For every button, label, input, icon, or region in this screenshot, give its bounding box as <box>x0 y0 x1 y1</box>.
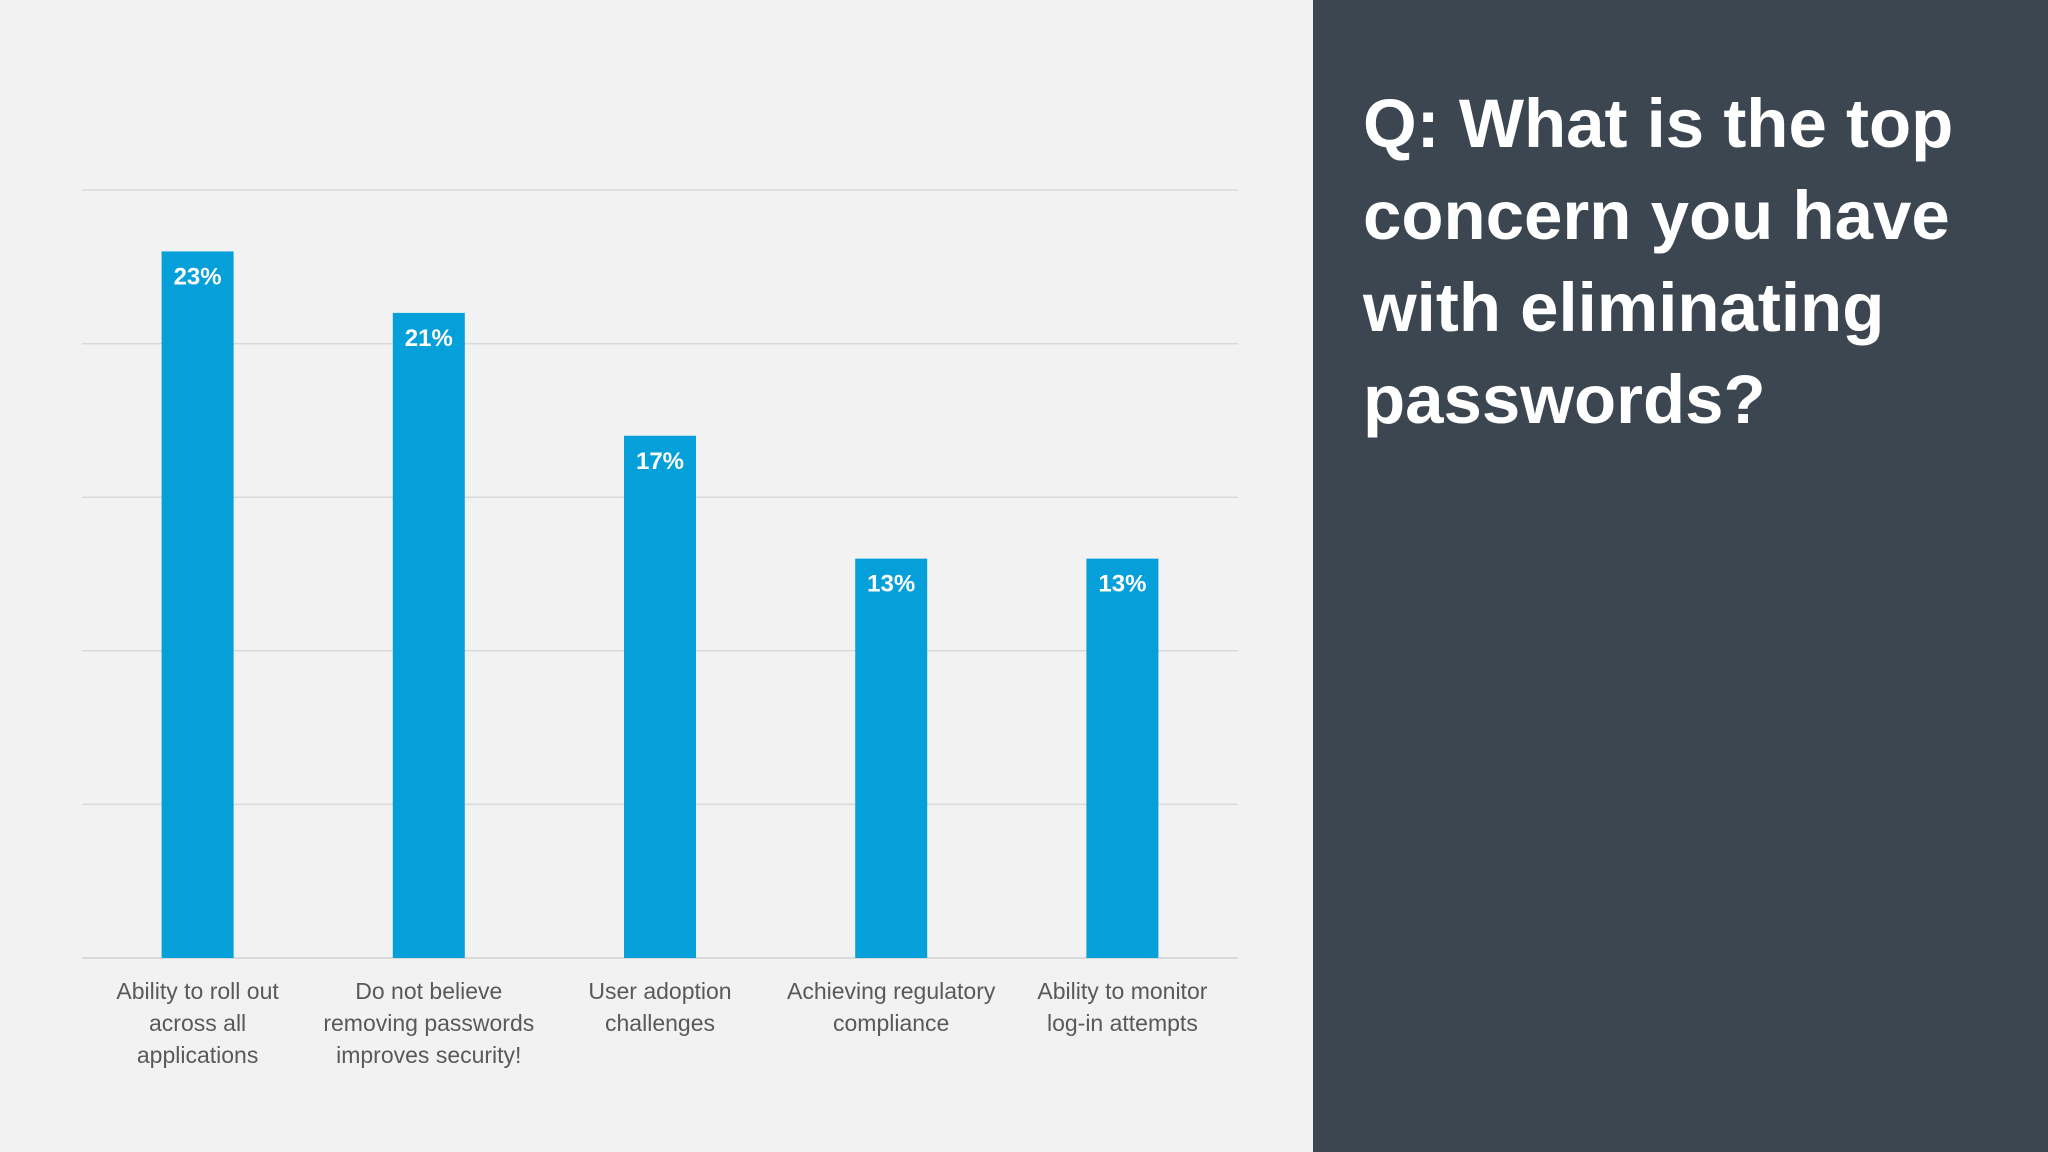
bar-value-label: 13% <box>867 571 915 598</box>
category-labels: Ability to roll out across all application… <box>116 978 1207 1068</box>
bar-value-label: 23% <box>174 263 222 290</box>
bar-value-label: 13% <box>1098 571 1146 598</box>
category-label: Ability to roll out across all application… <box>116 978 279 1068</box>
category-label: User adoption challenges <box>588 978 731 1036</box>
bar <box>855 558 928 958</box>
bar <box>1086 558 1159 958</box>
bar <box>392 312 465 958</box>
question-title: Q: What is the top concern you have with… <box>1363 85 1954 438</box>
bar <box>624 435 696 958</box>
bar-chart: 23% 21% 17% 13% 13% Ability to roll out acros… <box>82 189 1238 1068</box>
category-label: Ability to monitor log-in attempts <box>1037 978 1207 1036</box>
chart-area: 23% 21% 17% 13% 13% Ability to roll out acros… <box>82 189 1238 1068</box>
bar-value-label: 17% <box>636 448 684 475</box>
bar-value-label: 21% <box>405 325 453 352</box>
bars <box>161 251 1159 958</box>
bar <box>161 251 234 958</box>
category-label: Achieving regulatory compliance <box>787 978 996 1036</box>
value-labels: 23% 21% 17% 13% 13% <box>174 263 1147 597</box>
question-panel: Q: What is the top concern you have with… <box>1313 0 2048 1152</box>
category-label: Do not believe removing passwords improves… <box>323 978 534 1068</box>
